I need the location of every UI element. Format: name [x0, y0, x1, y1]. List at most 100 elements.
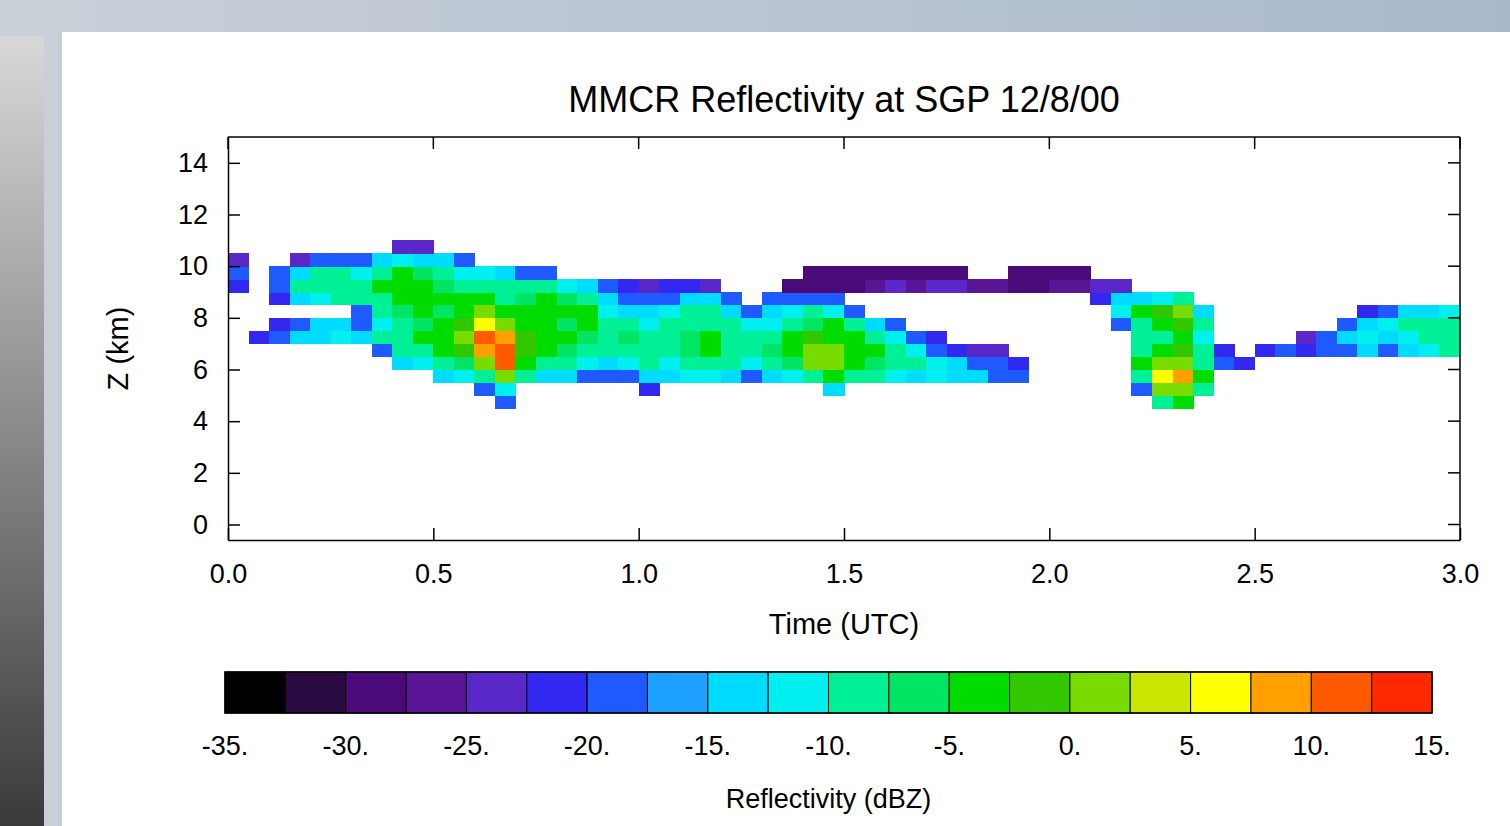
reflectivity-cell: [557, 318, 578, 331]
x-tick: 3.0: [1442, 528, 1480, 589]
reflectivity-cell: [536, 266, 557, 279]
reflectivity-cell: [823, 305, 844, 318]
reflectivity-cell: [782, 331, 803, 344]
reflectivity-cell: [1316, 344, 1337, 357]
reflectivity-cell: [310, 266, 331, 279]
reflectivity-cell: [495, 305, 516, 318]
reflectivity-cell: [557, 305, 578, 318]
reflectivity-cell: [803, 318, 824, 331]
x-tick: 0.5: [415, 528, 453, 589]
reflectivity-cell: [290, 266, 311, 279]
reflectivity-cell: [1131, 370, 1152, 383]
reflectivity-cell: [1357, 344, 1378, 357]
reflectivity-cell: [947, 370, 968, 383]
reflectivity-cell: [413, 331, 434, 344]
reflectivity-cell: [659, 279, 680, 292]
reflectivity-cell: [803, 292, 824, 305]
reflectivity-cell: [495, 266, 516, 279]
reflectivity-cell: [1378, 331, 1399, 344]
reflectivity-cell: [269, 292, 290, 305]
reflectivity-cell: [1111, 305, 1132, 318]
reflectivity-cell: [372, 344, 393, 357]
reflectivity-cell: [392, 331, 413, 344]
reflectivity-cell: [762, 344, 783, 357]
x-tick-mark: [638, 528, 640, 540]
reflectivity-cell: [762, 292, 783, 305]
colorbar-tick-label: 10.: [1293, 731, 1331, 761]
reflectivity-cell: [515, 357, 536, 370]
reflectivity-cell: [577, 292, 598, 305]
reflectivity-cell: [577, 344, 598, 357]
x-tick: 2.0: [1031, 528, 1069, 589]
reflectivity-cell: [269, 331, 290, 344]
reflectivity-cell: [823, 382, 844, 395]
reflectivity-cell: [1111, 279, 1132, 292]
reflectivity-cell: [865, 266, 886, 279]
reflectivity-cell: [782, 357, 803, 370]
reflectivity-cell: [639, 331, 660, 344]
reflectivity-cell: [700, 344, 721, 357]
reflectivity-cell: [680, 370, 701, 383]
reflectivity-cell: [700, 305, 721, 318]
reflectivity-cell: [844, 357, 865, 370]
reflectivity-cell: [782, 318, 803, 331]
reflectivity-cell: [557, 292, 578, 305]
reflectivity-cell: [1193, 318, 1214, 331]
reflectivity-cell: [906, 279, 927, 292]
reflectivity-cell: [1357, 305, 1378, 318]
colorbar-segment: [225, 672, 285, 713]
reflectivity-cell: [906, 331, 927, 344]
y-tick-mark: [228, 163, 240, 165]
reflectivity-cell: [639, 292, 660, 305]
reflectivity-cell: [741, 357, 762, 370]
reflectivity-cell: [1234, 357, 1255, 370]
reflectivity-cell: [495, 395, 516, 408]
reflectivity-cell: [1173, 382, 1194, 395]
y-tick: 2: [193, 458, 240, 488]
reflectivity-cell: [680, 305, 701, 318]
reflectivity-cell: [577, 357, 598, 370]
reflectivity-cell: [1173, 370, 1194, 383]
right-tick: [1448, 420, 1460, 422]
reflectivity-cell: [680, 279, 701, 292]
reflectivity-cell: [803, 344, 824, 357]
reflectivity-cell: [1152, 395, 1173, 408]
reflectivity-cell: [1398, 318, 1419, 331]
reflectivity-cell: [413, 240, 434, 253]
reflectivity-cell: [1090, 292, 1111, 305]
reflectivity-cell: [762, 331, 783, 344]
reflectivity-cell: [926, 331, 947, 344]
reflectivity-cell: [413, 292, 434, 305]
reflectivity-cell: [454, 305, 475, 318]
reflectivity-cell: [1419, 344, 1440, 357]
reflectivity-cell: [392, 240, 413, 253]
y-tick-mark: [228, 473, 240, 475]
reflectivity-cell: [372, 318, 393, 331]
y-tick-label: 10: [178, 251, 208, 281]
reflectivity-cell: [351, 318, 372, 331]
reflectivity-cell: [536, 318, 557, 331]
y-tick-label: 4: [193, 406, 208, 436]
reflectivity-cell: [947, 344, 968, 357]
reflectivity-cell: [515, 344, 536, 357]
reflectivity-cell: [803, 279, 824, 292]
reflectivity-cell: [515, 266, 536, 279]
reflectivity-cell: [331, 292, 352, 305]
reflectivity-cell: [1193, 305, 1214, 318]
reflectivity-cell: [1439, 305, 1460, 318]
x-tick-label: 2.5: [1236, 559, 1274, 589]
cells: [228, 240, 1460, 408]
reflectivity-cell: [926, 370, 947, 383]
reflectivity-cell: [557, 370, 578, 383]
reflectivity-cell: [1378, 344, 1399, 357]
reflectivity-cell: [988, 370, 1009, 383]
colorbar-tick-label: 15.: [1413, 731, 1451, 761]
reflectivity-cell: [433, 253, 454, 266]
reflectivity-cell: [721, 318, 742, 331]
reflectivity-cell: [865, 331, 886, 344]
reflectivity-cell: [269, 318, 290, 331]
reflectivity-cell: [413, 253, 434, 266]
reflectivity-cell: [495, 382, 516, 395]
reflectivity-cell: [844, 266, 865, 279]
reflectivity-cell: [618, 279, 639, 292]
